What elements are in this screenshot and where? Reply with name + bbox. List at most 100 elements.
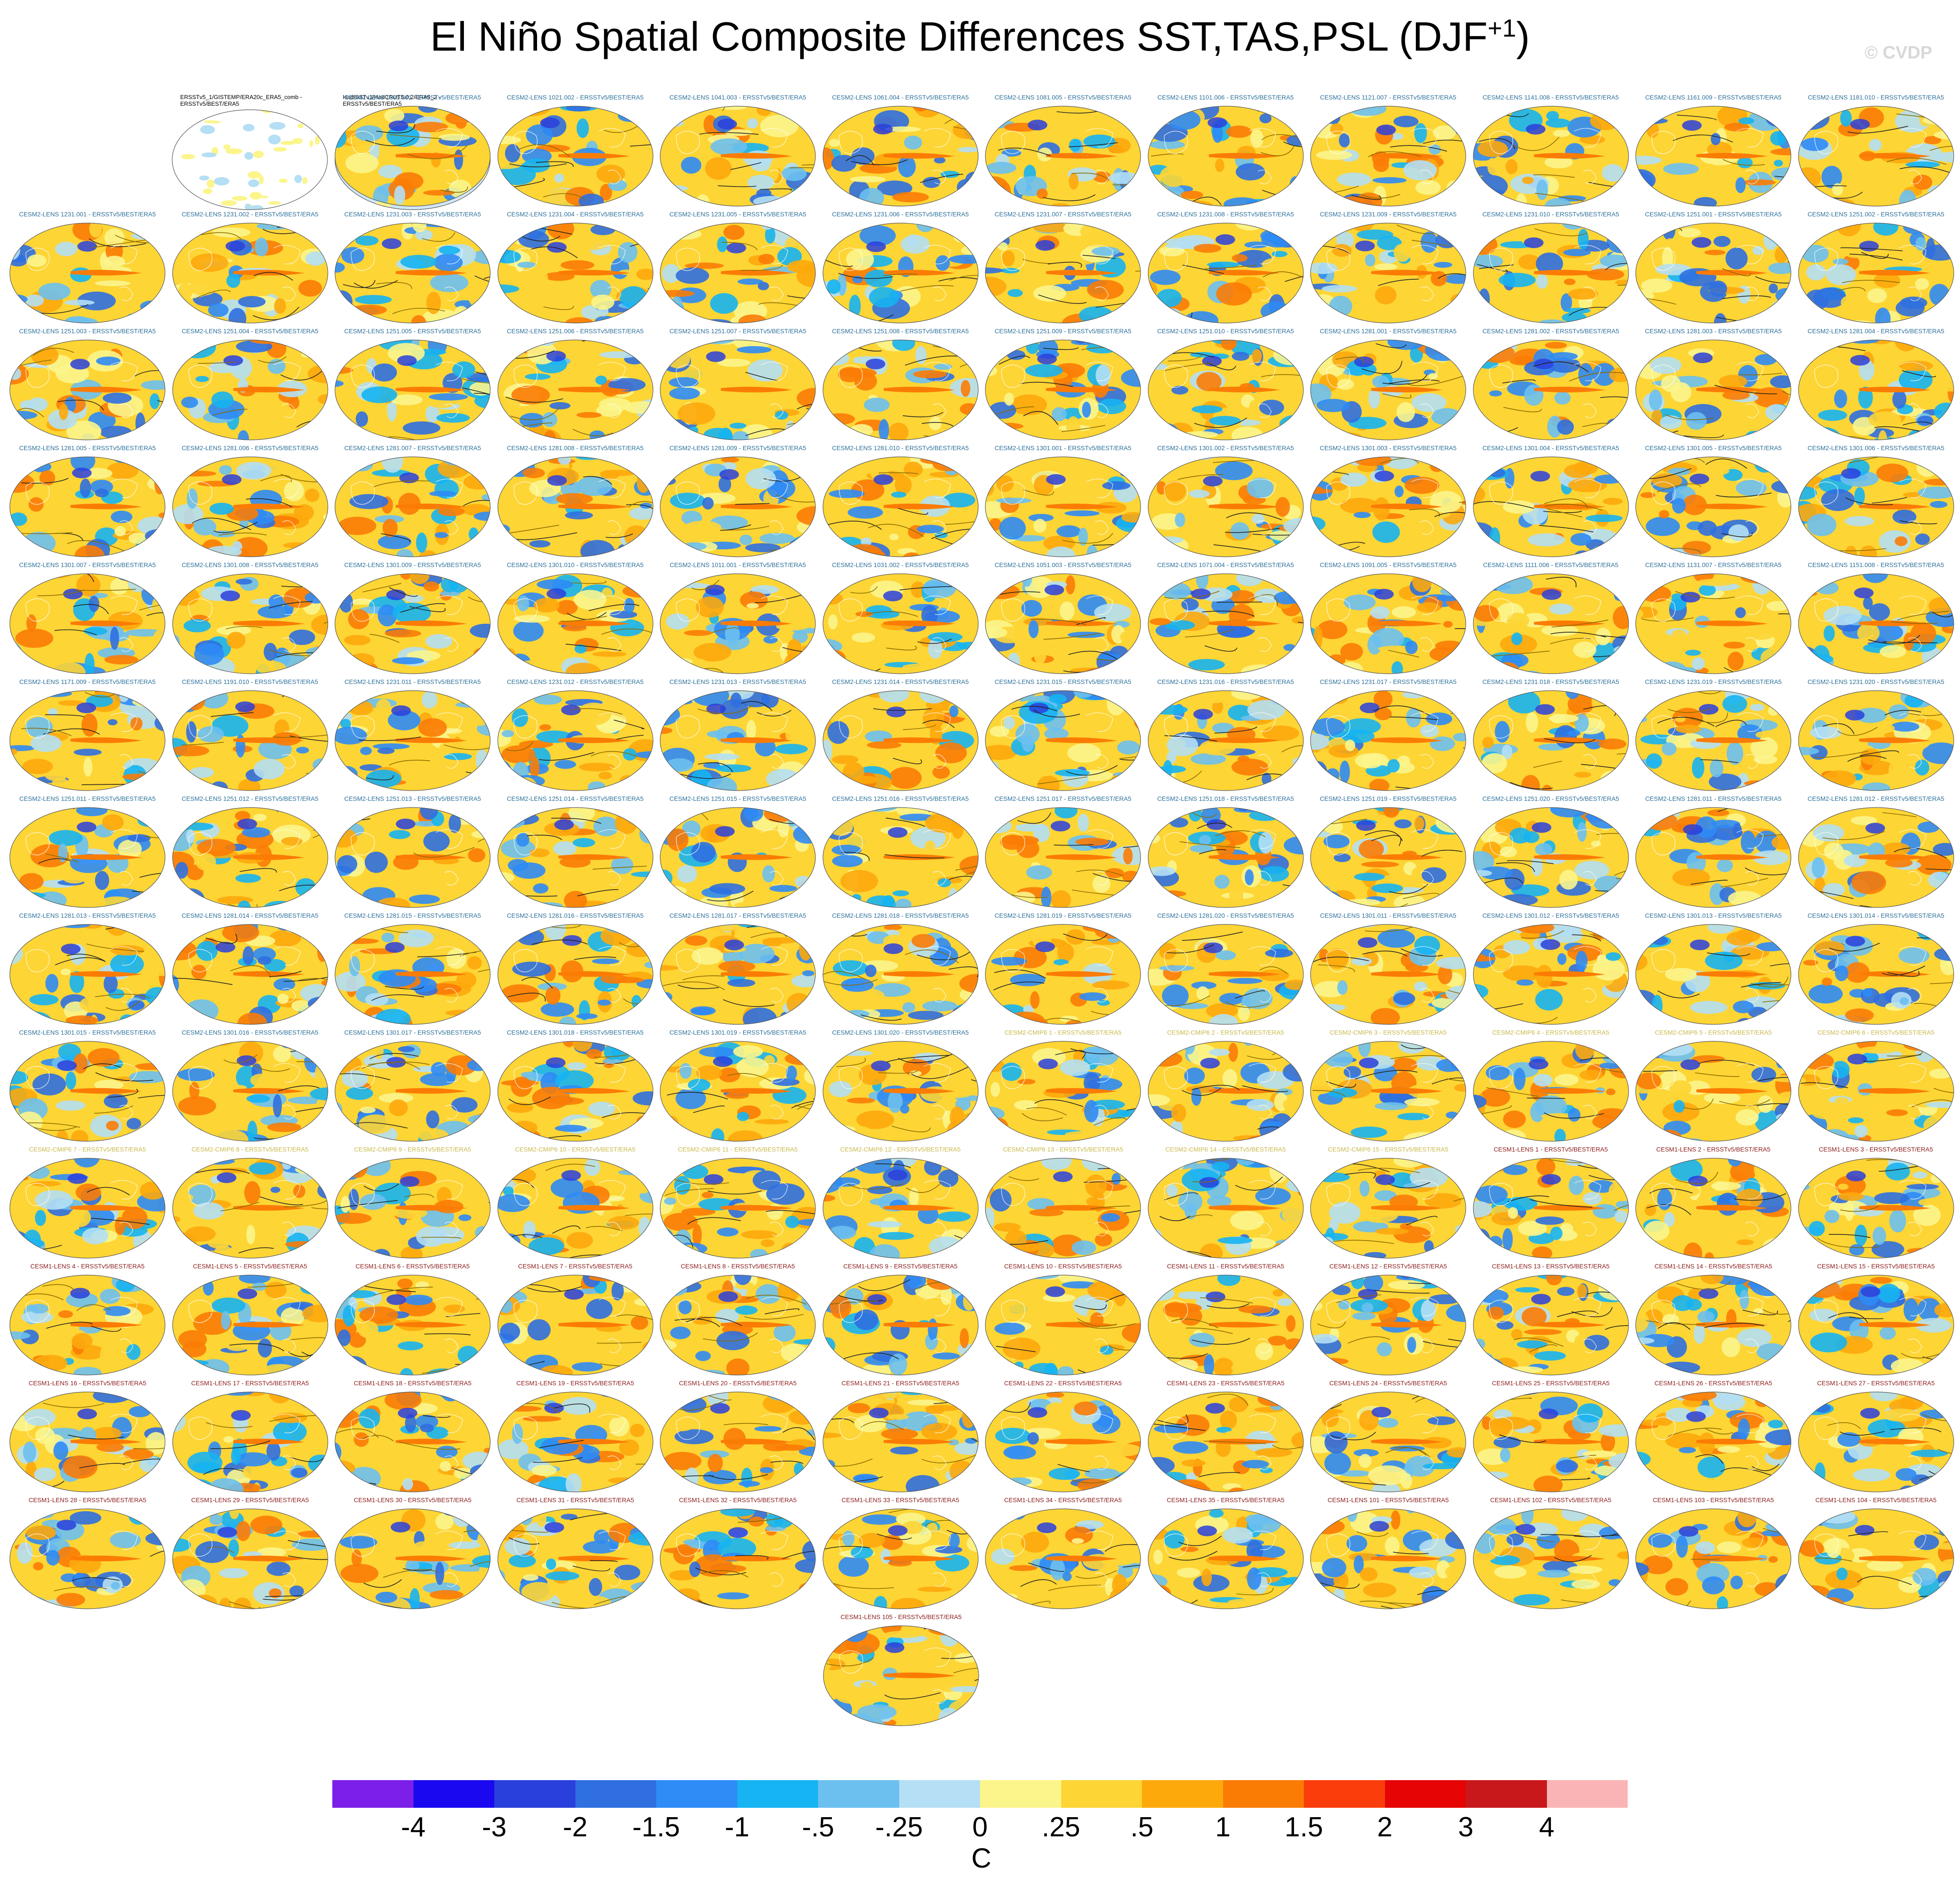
- anomaly-blob: [1372, 521, 1400, 543]
- continent-outline: [676, 829, 788, 886]
- anomaly-blob: [844, 898, 854, 907]
- psl-contour: [1691, 879, 1728, 885]
- global-map: [9, 807, 165, 908]
- anomaly-blob: [798, 546, 811, 557]
- psl-contour: [902, 724, 936, 730]
- panel-title: CESM2-LENS 1301.008 - ERSSTv5/BEST/ERA5: [182, 561, 318, 568]
- anomaly-blob: [381, 932, 394, 943]
- anomaly-blob: [378, 534, 412, 549]
- anomaly-blob: [738, 314, 767, 323]
- anomaly-blob: [344, 635, 371, 646]
- anomaly-blob: [1246, 939, 1256, 945]
- enso-tongue: [1208, 737, 1280, 743]
- anomaly-blob: [1328, 436, 1352, 440]
- global-map: [985, 807, 1141, 908]
- anomaly-blob: [349, 494, 389, 509]
- anomaly-blob: [636, 269, 653, 280]
- anomaly-blob: [533, 597, 559, 613]
- map-panel: CESM2-LENS 1231.001 - ERSSTv5/BEST/ERA5: [8, 211, 167, 327]
- anomaly-blob: [118, 840, 142, 859]
- anomaly-blob: [456, 972, 476, 989]
- anomaly-blob: [216, 625, 251, 636]
- global-map: [1798, 924, 1954, 1025]
- anomaly-blob: [1007, 350, 1025, 360]
- map-border: [1147, 223, 1304, 323]
- anomaly-blob: [592, 651, 627, 657]
- anomaly-blob: [452, 361, 476, 378]
- anomaly-blob: [873, 474, 893, 485]
- anomaly-blob: [764, 808, 795, 823]
- anomaly-blob: [1149, 140, 1185, 149]
- anomaly-blob: [77, 241, 97, 252]
- psl-contour: [400, 603, 445, 613]
- continent-outline: [25, 946, 138, 1002]
- anomaly-blob: [1862, 574, 1888, 583]
- psl-contour: [1609, 693, 1629, 697]
- psl-contour: [628, 501, 653, 510]
- psl-contour: [371, 994, 425, 1001]
- psl-contour: [134, 370, 165, 377]
- anomaly-blob: [59, 403, 68, 420]
- anomaly-blob: [103, 974, 118, 994]
- panel-title: CESM2-LENS 1281.007 - ERSSTv5/BEST/ERA5: [344, 444, 481, 452]
- psl-contour: [1670, 548, 1701, 553]
- anomaly-blob: [737, 278, 763, 285]
- anomaly-blob: [1915, 533, 1930, 545]
- anomaly-blob: [106, 1121, 119, 1131]
- anomaly-blob: [677, 583, 710, 589]
- anomaly-blob: [497, 931, 511, 950]
- psl-contour: [289, 432, 325, 440]
- anomaly-blob: [259, 175, 264, 185]
- psl-contour: [475, 371, 490, 380]
- anomaly-blob: [1534, 843, 1552, 856]
- global-map: [172, 573, 328, 674]
- anomaly-blob: [690, 1006, 716, 1015]
- psl-contour: [922, 720, 955, 728]
- psl-contour: [365, 138, 415, 146]
- anomaly-blob: [1169, 817, 1188, 828]
- global-map: [1147, 223, 1304, 323]
- continent-outline: [1489, 361, 1601, 418]
- enso-tongue: [233, 854, 305, 860]
- global-map: [660, 690, 816, 791]
- psl-contour: [484, 274, 490, 279]
- anomaly-blob: [1359, 839, 1384, 859]
- anomaly-blob: [1608, 428, 1629, 438]
- anomaly-blob: [1548, 714, 1579, 723]
- anomaly-blob: [1724, 123, 1750, 132]
- enso-tongue: [1859, 737, 1931, 743]
- anomaly-blob: [1206, 819, 1226, 830]
- map-border: [985, 924, 1141, 1025]
- continent-outline: [188, 829, 301, 886]
- anomaly-blob: [1536, 274, 1548, 289]
- anomaly-blob: [1520, 307, 1538, 323]
- anomaly-blob: [1344, 594, 1376, 610]
- map-panel: CESM2-LENS 1231.019 - ERSSTv5/BEST/ERA5: [1634, 678, 1793, 794]
- panel-title: CESM2-LENS 1231.008 - ERSSTv5/BEST/ERA5: [1157, 211, 1294, 218]
- panel-title: CESM2-LENS 1251.008 - ERSSTv5/BEST/ERA5: [832, 327, 969, 335]
- anomaly-blob: [831, 154, 856, 172]
- anomaly-blob: [438, 245, 460, 255]
- anomaly-blob: [1499, 894, 1538, 906]
- psl-contour: [273, 734, 328, 738]
- anomaly-blob: [561, 960, 583, 982]
- anomaly-blob: [638, 808, 653, 816]
- psl-contour: [1755, 276, 1791, 284]
- continent-outline: [1001, 361, 1113, 418]
- anomaly-blob: [14, 902, 41, 907]
- anomaly-blob: [1885, 858, 1913, 868]
- anomaly-blob: [1711, 133, 1721, 145]
- psl-contour: [67, 540, 128, 553]
- anomaly-blob: [597, 999, 611, 1006]
- anomaly-blob: [1037, 147, 1052, 162]
- anomaly-blob: [922, 1000, 957, 1012]
- anomaly-blob: [238, 779, 261, 791]
- psl-contour: [482, 1041, 490, 1045]
- continent-outline: [513, 244, 626, 301]
- anomaly-blob: [1339, 133, 1350, 148]
- psl-contour: [125, 900, 155, 907]
- psl-contour: [130, 551, 165, 557]
- anomaly-blob: [497, 161, 522, 169]
- anomaly-blob: [794, 1137, 809, 1141]
- anomaly-blob: [1641, 278, 1672, 293]
